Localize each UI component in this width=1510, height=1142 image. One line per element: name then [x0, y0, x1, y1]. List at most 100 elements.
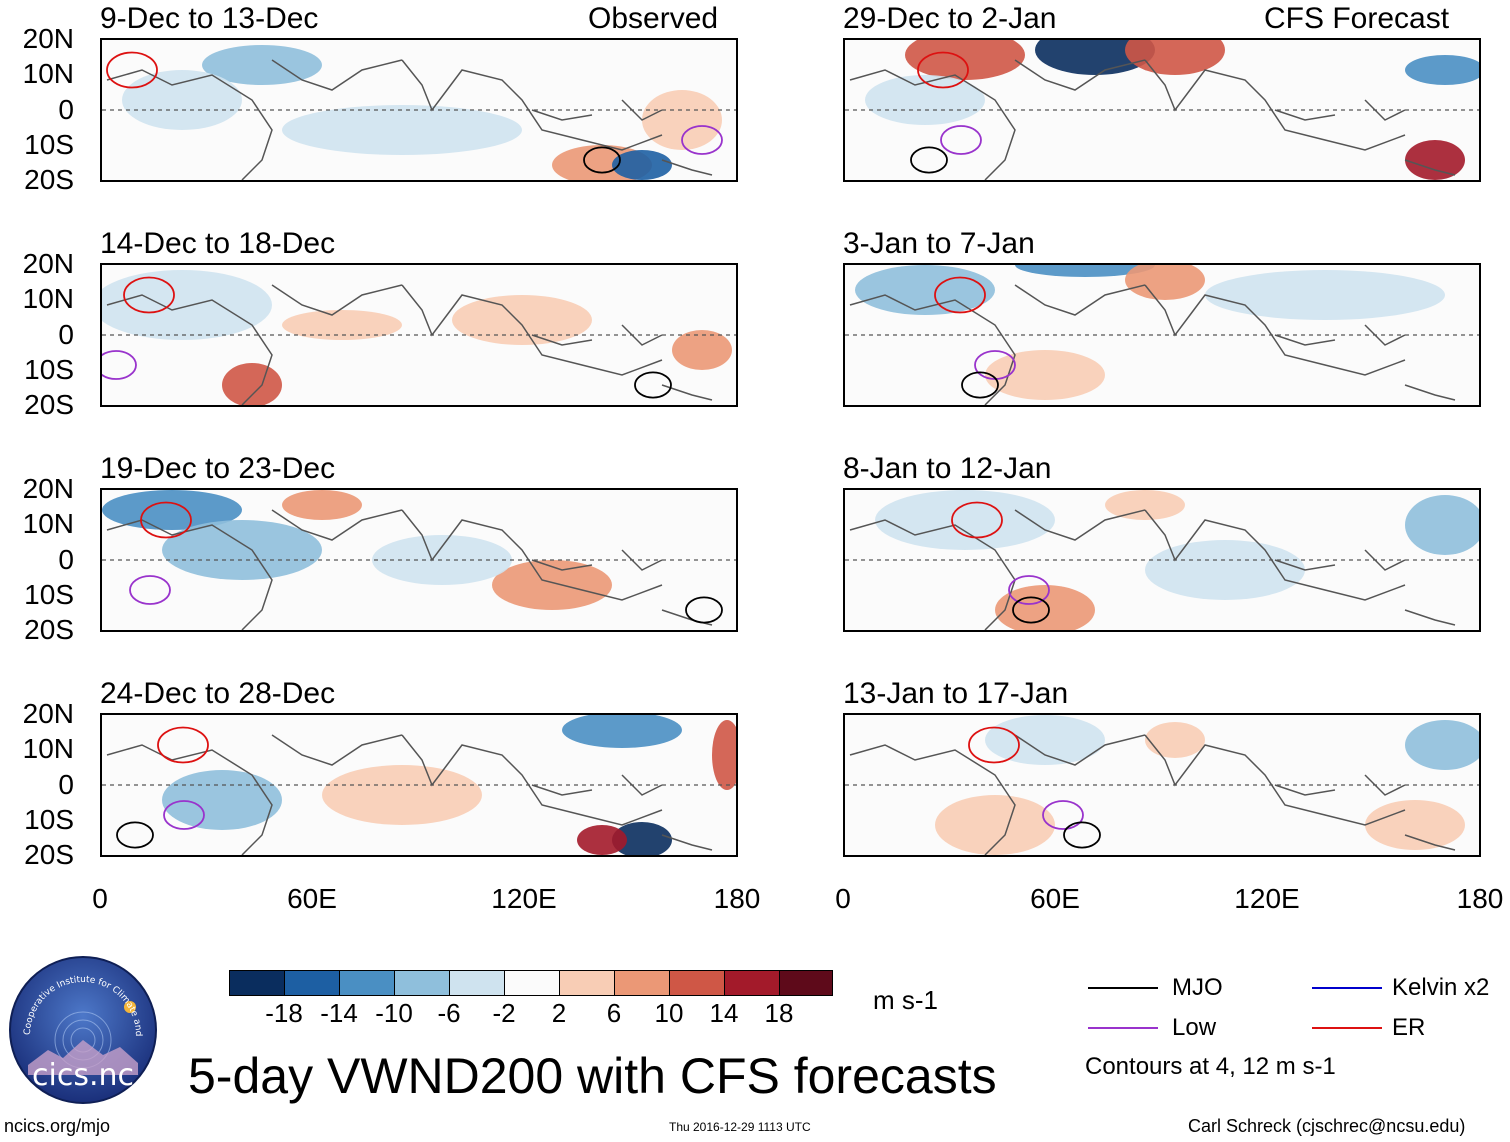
wave-contour — [157, 726, 209, 764]
footer-author: Carl Schreck (cjschrec@ncsu.edu) — [1188, 1116, 1466, 1136]
anomaly-shading — [1125, 40, 1225, 75]
lat-label: 10S — [24, 804, 74, 835]
wave-contour — [102, 350, 137, 380]
anomaly-shading — [222, 363, 282, 405]
panel-title-r2: 8-Jan to 12-Jan — [843, 452, 1052, 485]
lon-label: 180 — [713, 883, 761, 914]
coastline — [849, 284, 1456, 405]
anomaly-shading — [162, 770, 282, 830]
map-panel-r0 — [843, 38, 1481, 182]
lat-label: 0 — [58, 769, 74, 800]
colorbar-box — [284, 970, 340, 996]
map-panel-l0 — [100, 38, 738, 182]
coastline — [106, 509, 713, 630]
panel-title-l1: 14-Dec to 18-Dec — [100, 227, 336, 260]
lat-label: 20S — [24, 839, 74, 870]
anomaly-shading — [875, 490, 1055, 550]
anomaly-shading — [1405, 140, 1465, 180]
legend-line-er — [1312, 1027, 1382, 1029]
anomaly-shading — [1145, 722, 1205, 758]
lon-label: 60E — [287, 883, 337, 914]
lat-label: 20S — [24, 614, 74, 645]
colorbar-box — [779, 970, 833, 996]
anomaly-shading — [612, 822, 672, 855]
anomaly-shading — [1125, 265, 1205, 300]
anomaly-shading — [1145, 540, 1305, 600]
anomaly-shading — [905, 40, 1025, 80]
lat-label: 10N — [22, 508, 74, 539]
anomaly-shading — [985, 715, 1105, 765]
map-svg — [102, 715, 736, 855]
map-panel-r2 — [843, 488, 1481, 632]
wave-contour — [116, 821, 154, 849]
anomaly-shading — [322, 765, 482, 825]
wave-contour — [1063, 821, 1101, 849]
anomaly-shading — [1405, 495, 1479, 555]
cics-logo: Cooperative Institute for Climate and Sa… — [5, 948, 158, 1105]
wave-contour — [129, 575, 171, 605]
footer-timestamp: Thu 2016-12-29 1113 UTC — [669, 1120, 811, 1134]
lat-label: 20S — [24, 164, 74, 195]
panel-title-l2: 19-Dec to 23-Dec — [100, 452, 336, 485]
coastline — [106, 734, 713, 855]
anomaly-shading — [935, 795, 1055, 855]
anomaly-shading — [102, 490, 242, 530]
wave-contour — [968, 726, 1020, 764]
wave-contour — [681, 125, 723, 155]
map-panel-l1 — [100, 263, 738, 407]
wave-contour — [140, 501, 192, 539]
anomaly-shading — [712, 720, 736, 790]
legend-line-kelvin — [1312, 987, 1382, 989]
map-svg — [845, 490, 1479, 630]
legend-label: MJO — [1172, 974, 1223, 1001]
legend-label: Kelvin x2 — [1392, 974, 1490, 1001]
lon-label: 0 — [835, 883, 851, 914]
legend-line-low — [1088, 1027, 1158, 1029]
footer-url: ncics.org/mjo — [4, 1116, 111, 1136]
map-panel-r3 — [843, 713, 1481, 857]
panel-title-l3: 24-Dec to 28-Dec — [100, 677, 336, 710]
colorbar-label: 18 — [764, 998, 794, 1028]
lat-label: 10N — [22, 58, 74, 89]
map-panel-r1 — [843, 263, 1481, 407]
anomaly-shading — [1405, 55, 1479, 85]
lon-label: 0 — [92, 883, 108, 914]
panel-title-r3: 13-Jan to 17-Jan — [843, 677, 1069, 710]
colorbar-label: -6 — [437, 998, 461, 1028]
observed-label: Observed — [588, 2, 719, 35]
anomaly-shading — [577, 825, 627, 855]
lon-label: 60E — [1030, 883, 1080, 914]
wave-contour — [917, 51, 969, 89]
wave-contour — [583, 146, 621, 174]
colorbar-label: -2 — [492, 998, 516, 1028]
map-svg — [102, 270, 736, 405]
wave-contour — [163, 800, 205, 830]
lat-label: 10S — [24, 579, 74, 610]
anomaly-shading — [122, 70, 242, 130]
panel-title-r0: 29-Dec to 2-Jan — [843, 2, 1057, 35]
colorbar-box — [504, 970, 560, 996]
lon-label: 180 — [1456, 883, 1504, 914]
colorbar-box — [394, 970, 450, 996]
lat-label: 10N — [22, 283, 74, 314]
map-svg — [845, 265, 1479, 405]
colorbar-label: 2 — [551, 998, 567, 1028]
colorbar-label: 10 — [654, 998, 684, 1028]
wave-contour — [910, 146, 948, 174]
wave-contour — [106, 51, 158, 89]
anomaly-shading — [102, 270, 272, 340]
lat-label: 20N — [22, 23, 74, 54]
colorbar-box — [229, 970, 285, 996]
anomaly-shading — [1105, 490, 1185, 520]
wave-contour — [951, 501, 1003, 539]
colorbar-box — [669, 970, 725, 996]
anomaly-shading — [202, 45, 322, 85]
anomaly-shading — [995, 585, 1095, 630]
anomaly-shading — [865, 75, 985, 125]
colorbar-label: -14 — [320, 998, 358, 1028]
legend-line-mjo — [1088, 987, 1158, 989]
wave-contour — [1012, 596, 1050, 624]
wave-contour — [940, 125, 982, 155]
map-panel-l2 — [100, 488, 738, 632]
anomaly-shading — [612, 150, 672, 180]
